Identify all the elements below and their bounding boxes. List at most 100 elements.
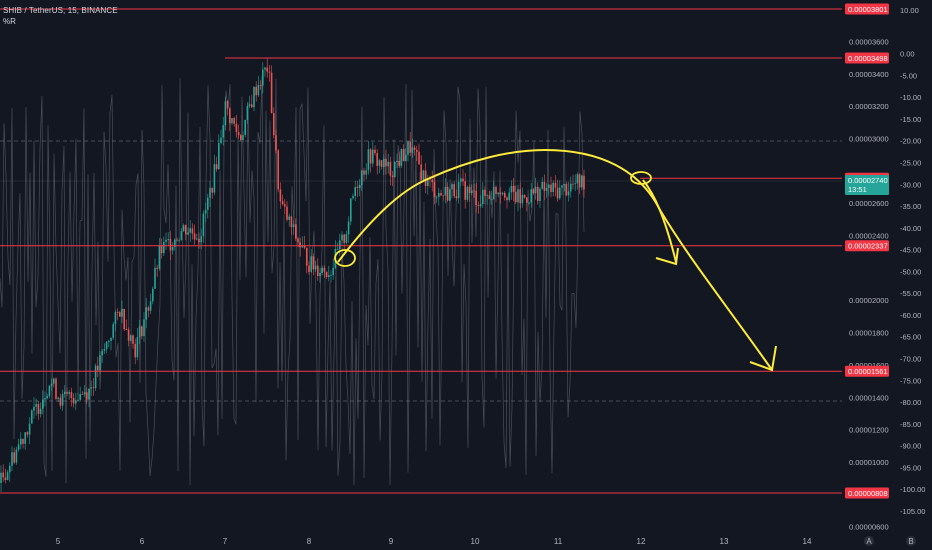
indicator-tick-label: -55.00	[900, 289, 921, 298]
candle-body	[468, 186, 471, 193]
candle-body	[356, 187, 359, 188]
indicator-tick-label: -35.00	[900, 202, 921, 211]
candle-body	[411, 147, 414, 153]
candle-body	[506, 197, 508, 201]
candle-body	[475, 190, 477, 206]
indicator-tick-label: -10.00	[900, 93, 921, 102]
candle-body	[237, 132, 240, 136]
candle-body	[171, 247, 174, 251]
candle-body	[341, 234, 343, 241]
candle-body	[581, 175, 583, 188]
candle-body	[28, 423, 31, 435]
indicator-tick-label: -30.00	[900, 180, 921, 189]
arc-projection-line	[337, 148, 773, 371]
candle-body	[75, 400, 77, 404]
candle-body	[464, 181, 466, 200]
candle-body	[222, 125, 224, 138]
candle-body	[578, 174, 581, 188]
candle-body	[449, 189, 451, 201]
candle-body	[345, 234, 348, 243]
candle-body	[490, 198, 493, 200]
candle-body	[31, 410, 33, 424]
candle-body	[125, 329, 128, 330]
indicator-tick-label: -20.00	[900, 137, 921, 146]
short-arrow-line	[642, 179, 677, 263]
candle-body	[473, 190, 475, 192]
candle-body	[83, 392, 86, 395]
candle-body	[389, 161, 392, 176]
candle-body	[572, 183, 574, 185]
candle-body	[290, 216, 293, 228]
candle-body	[501, 192, 504, 195]
candle-body	[433, 182, 436, 198]
candle-body	[180, 231, 183, 240]
candle-body	[17, 444, 20, 450]
log-scale-button[interactable]	[906, 536, 916, 546]
candle-body	[462, 178, 464, 182]
right-axis: 0.00003600 0.00003400 0.00003200 0.00003000…	[842, 0, 932, 550]
candle-body	[110, 337, 112, 341]
candle-body	[532, 189, 535, 194]
candle-body	[37, 404, 40, 414]
candle-body	[466, 186, 469, 200]
candle-body	[284, 204, 286, 207]
candle-body	[299, 242, 301, 248]
candle-body	[108, 340, 110, 342]
candle-body	[374, 149, 376, 154]
candle-body	[517, 189, 519, 203]
log-scale-label: B	[908, 537, 913, 546]
candle-body	[347, 221, 350, 235]
candle-body	[44, 398, 46, 400]
candle-body	[328, 275, 330, 277]
candle-body	[6, 472, 9, 480]
candle-body	[123, 308, 125, 330]
candle-body	[442, 195, 444, 197]
candle-body	[147, 307, 150, 311]
price-tick-label: 0.00003000	[849, 135, 889, 144]
candle-body	[35, 404, 37, 407]
candle-body	[460, 178, 462, 182]
candle-body	[367, 149, 370, 171]
candle-body	[248, 104, 251, 106]
price-tick-label: 0.00002400	[849, 232, 889, 241]
candle-body	[156, 267, 158, 269]
indicator-tick-label: 10.00	[900, 6, 919, 15]
candle-body	[422, 170, 425, 180]
candle-body	[424, 170, 427, 186]
candle-body	[317, 265, 319, 276]
candle-body	[548, 184, 550, 188]
countdown-label: 13:51	[848, 185, 867, 194]
candle-body	[130, 335, 132, 341]
candle-body	[583, 175, 585, 190]
price-level-tag	[845, 487, 889, 499]
horizontal-levels[interactable]	[0, 8, 842, 494]
auto-scale-button[interactable]	[864, 536, 874, 546]
price-level-tag-label: 0.00002337	[848, 242, 888, 251]
indicator-tick-label: -70.00	[900, 355, 921, 364]
candle-body	[143, 319, 145, 337]
price-tick-label: 0.00003400	[849, 70, 889, 79]
candle-body	[444, 186, 447, 196]
price-level-tag	[845, 3, 889, 15]
candle-body	[310, 256, 312, 272]
candle-body	[484, 189, 486, 196]
candle-body	[134, 343, 136, 358]
indicator-tick-label: -75.00	[900, 376, 921, 385]
candle-body	[202, 213, 205, 237]
candle-body	[266, 67, 268, 72]
time-tick-label: 6	[140, 537, 145, 546]
candle-body	[352, 195, 354, 199]
candle-body	[354, 187, 356, 196]
candle-body	[526, 197, 528, 203]
candle-body	[127, 329, 130, 341]
candle-body	[141, 326, 143, 337]
candle-body	[224, 101, 227, 126]
indicator-tick-label: -65.00	[900, 333, 921, 342]
candle-body	[204, 209, 207, 214]
trend-annotation[interactable]	[334, 148, 777, 372]
candle-body	[420, 164, 422, 180]
time-tick-label: 8	[307, 537, 312, 546]
candle-body	[235, 123, 238, 133]
candle-body	[378, 160, 381, 166]
